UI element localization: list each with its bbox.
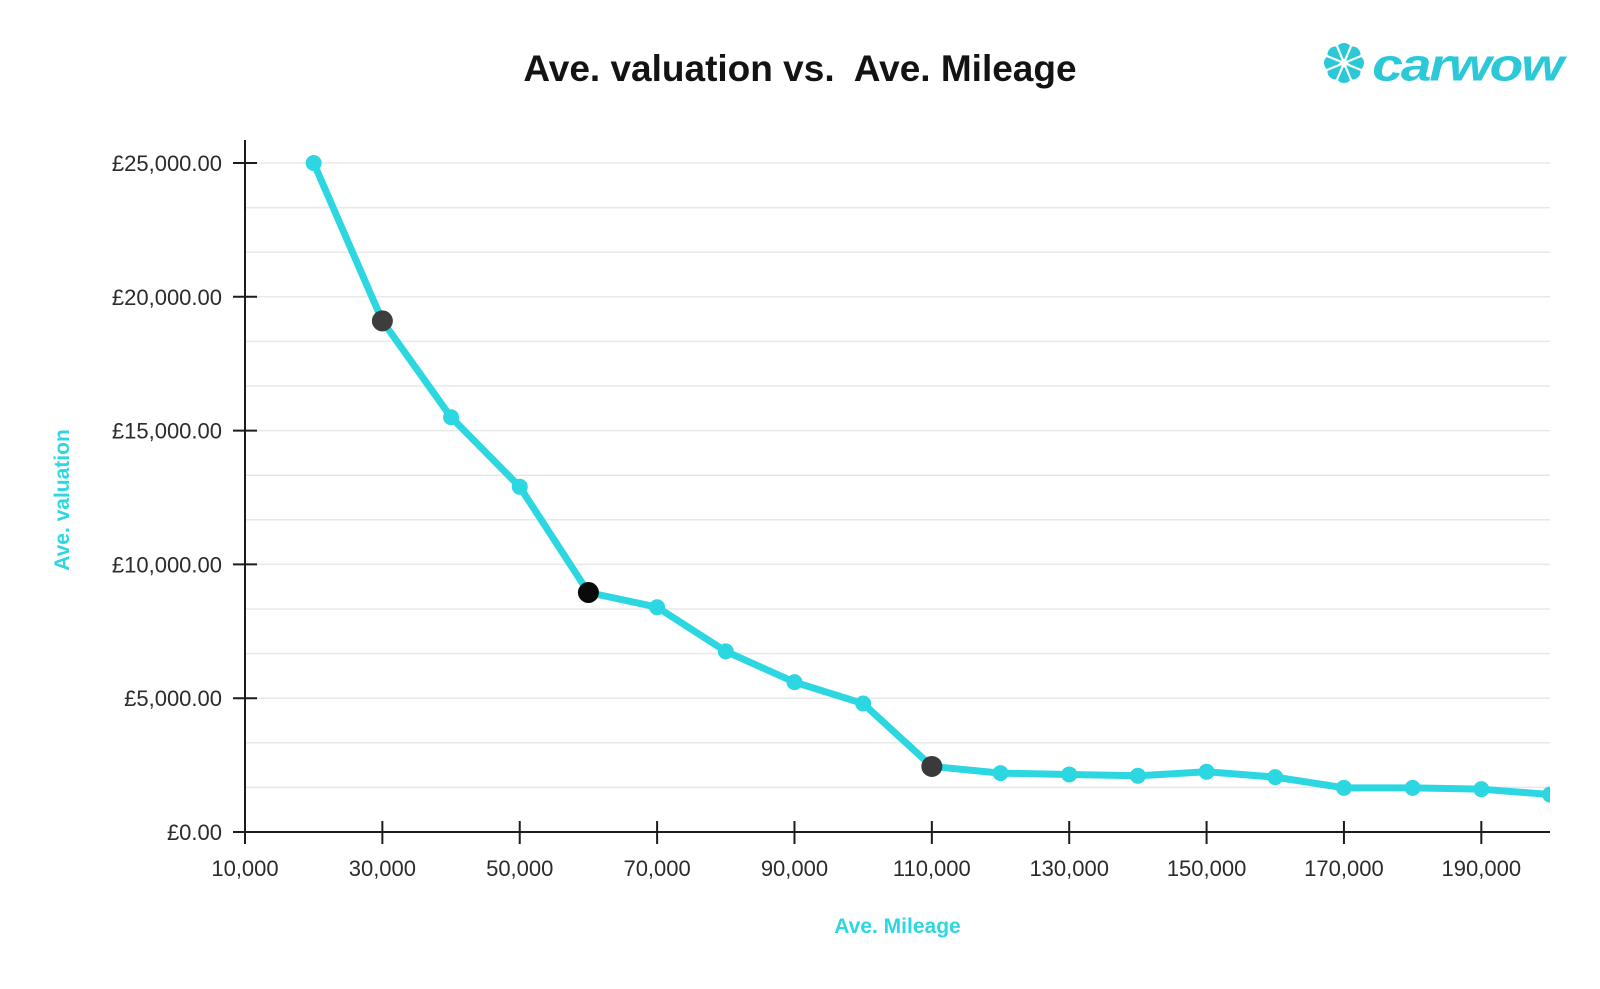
data-point [855,695,872,712]
y-tick-label: £5,000.00 [124,686,222,711]
data-point [1404,779,1421,796]
chart-title: Ave. valuation vs. Ave. Mileage [523,48,1077,89]
x-tick-label: 110,000 [893,856,971,881]
series-line [310,159,1550,799]
carwow-wordmark: carwow [1372,39,1564,91]
x-tick-label: 170,000 [1304,856,1384,881]
data-point [1198,763,1215,780]
x-tick-label: 50,000 [486,856,553,881]
data-point-highlighted [921,755,943,777]
flower-icon [1322,41,1366,90]
data-point [1267,769,1284,786]
data-point [511,478,528,495]
y-tick-label: £20,000.00 [112,285,222,310]
y-axis-title: Ave. valuation [51,429,74,571]
x-tick-label: 70,000 [623,856,690,881]
x-tick-label: 90,000 [761,856,828,881]
data-point [992,765,1009,782]
x-tick-label: 190,000 [1442,856,1522,881]
y-tick-label: £25,000.00 [112,151,222,176]
data-point [1542,786,1550,803]
y-tick-label: £15,000.00 [112,419,222,444]
data-point [786,674,803,691]
x-tick-label: 150,000 [1167,856,1247,881]
carwow-logo: carwow [1322,38,1564,93]
data-point [443,409,460,426]
x-tick-label: 10,000 [211,856,278,881]
data-point-highlighted [371,310,393,332]
data-point [1129,767,1146,784]
data-point [1061,766,1078,783]
data-point [305,155,322,171]
x-axis-title: Ave. Mileage [834,915,961,938]
x-tick-label: 30,000 [349,856,416,881]
data-point [649,599,666,616]
data-point [1335,779,1352,796]
y-tick-label: £0.00 [167,820,222,845]
data-point [717,643,734,660]
y-tick-label: £10,000.00 [112,552,222,577]
x-tick-label: 130,000 [1029,856,1109,881]
data-point [1473,781,1490,798]
data-point-highlighted [577,581,599,603]
